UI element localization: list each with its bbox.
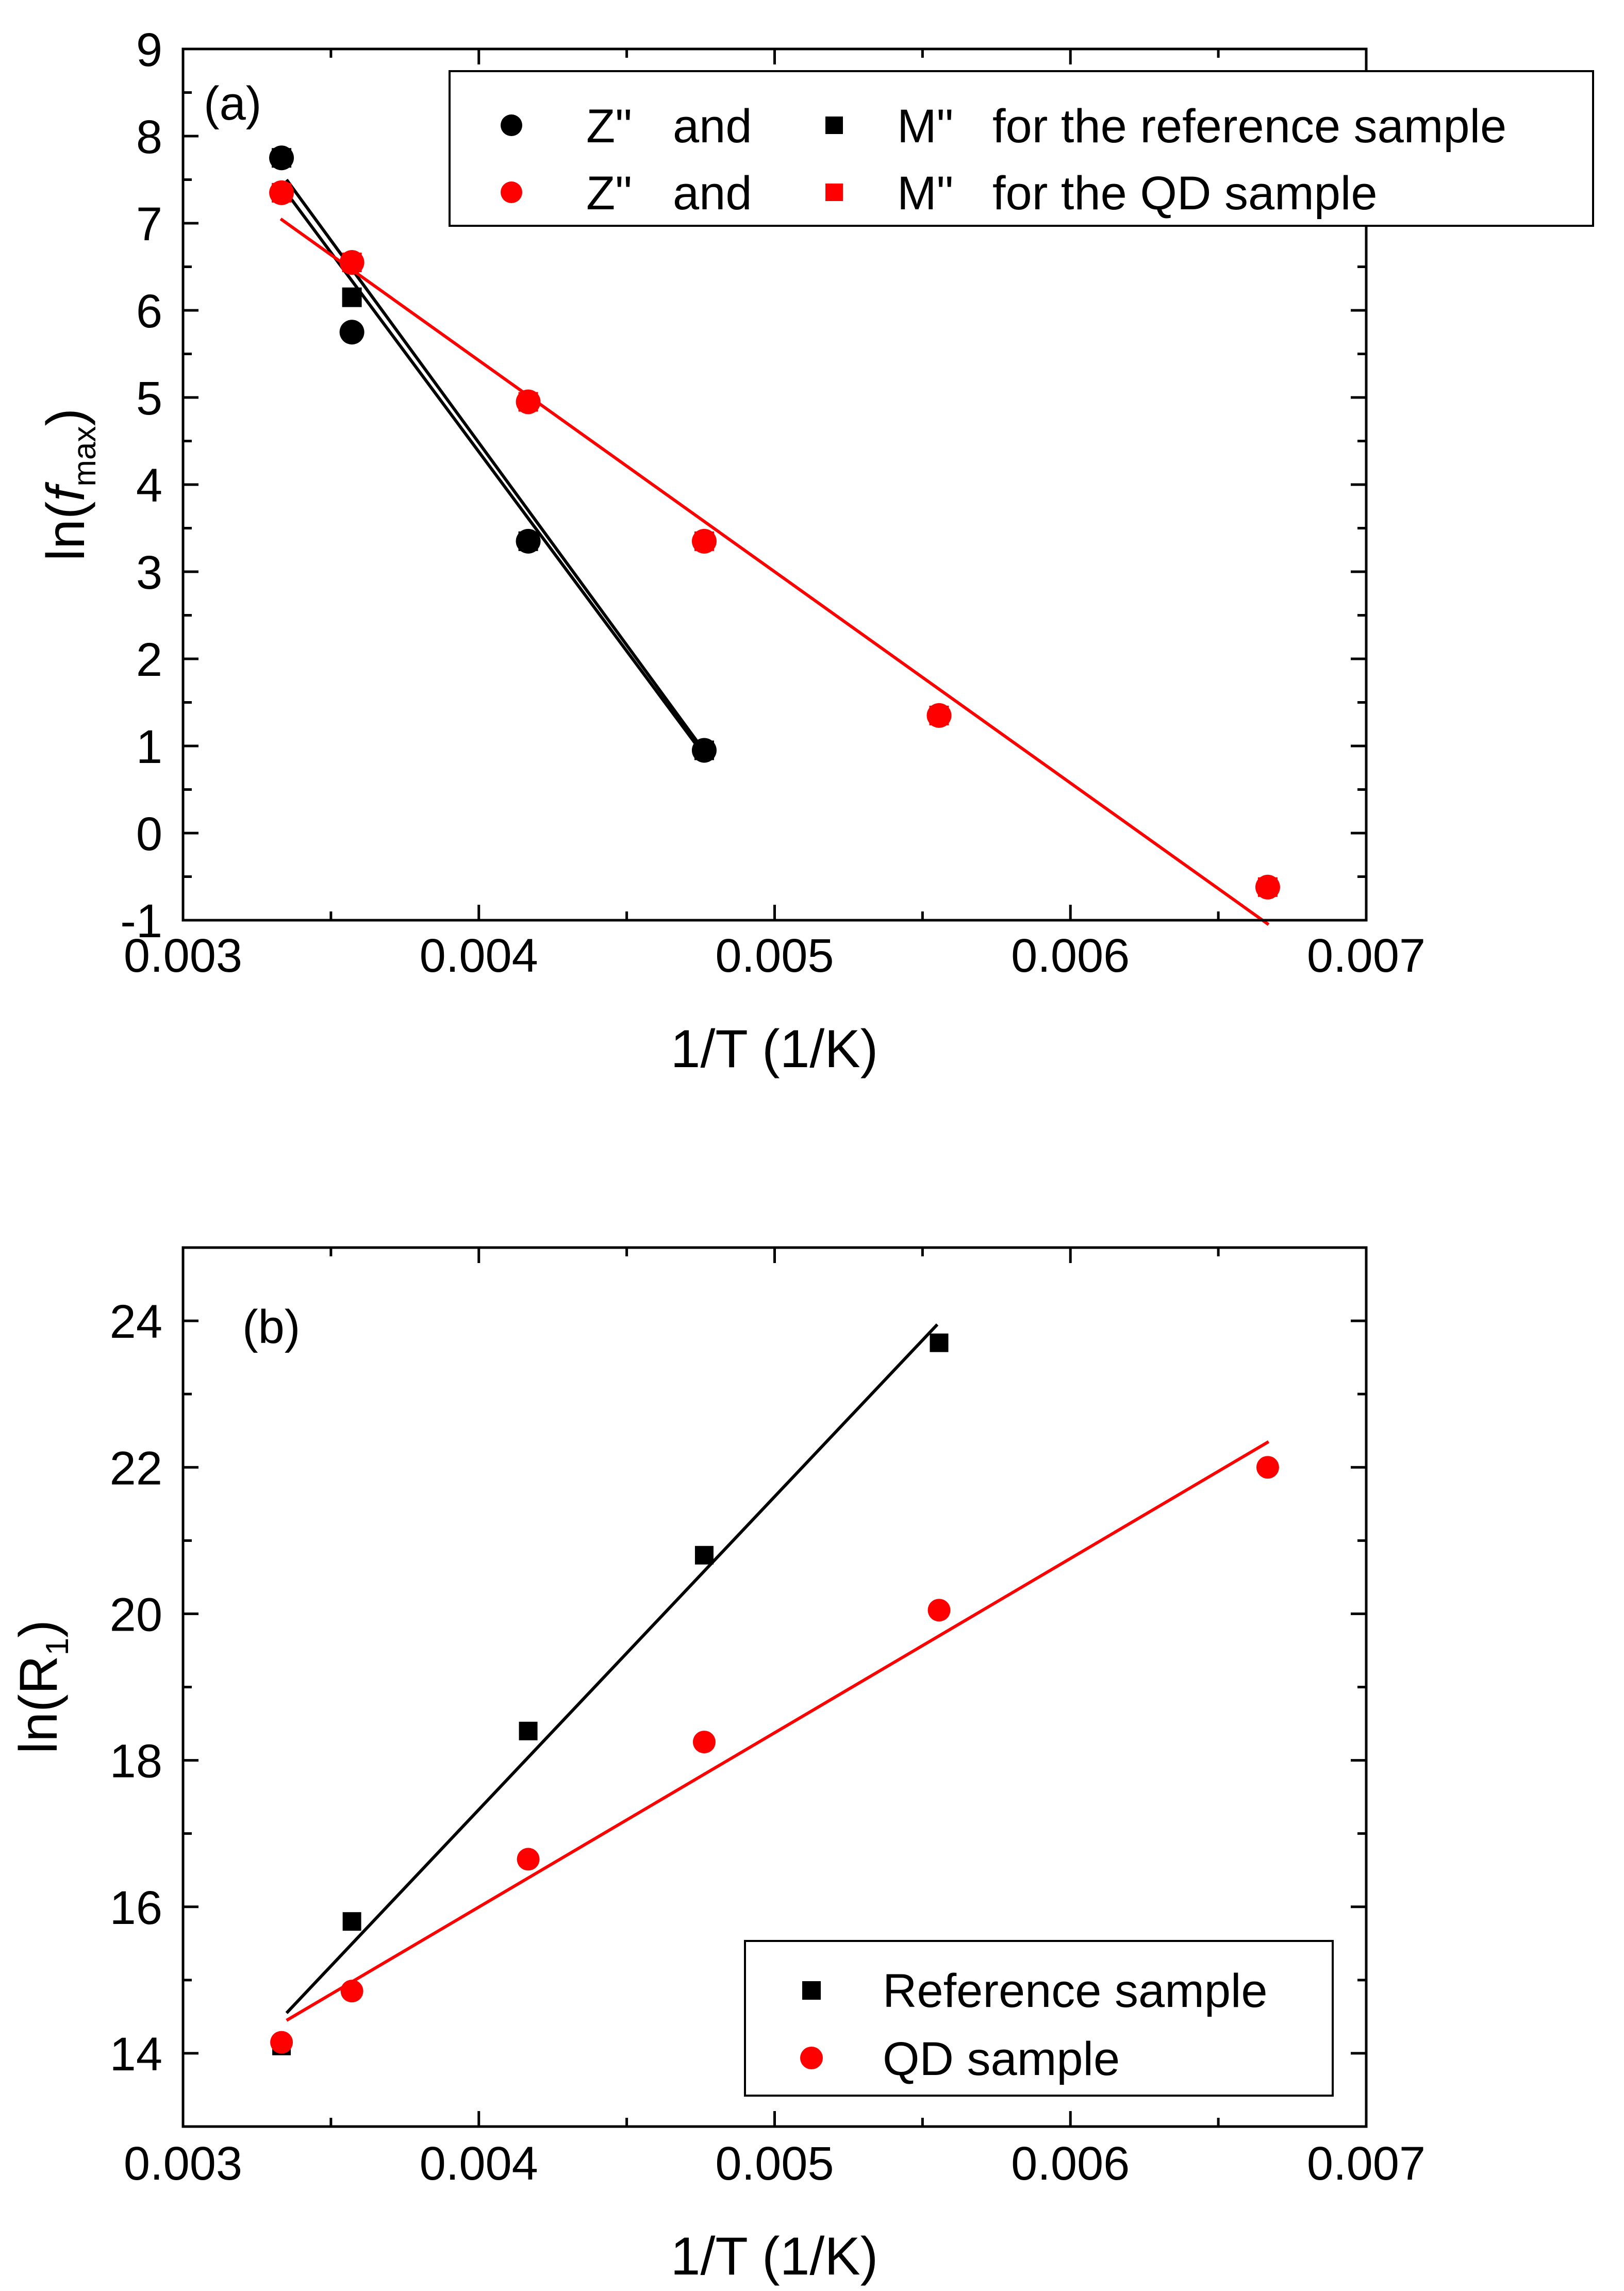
panel-b-y-tick-label: 14 — [110, 2028, 162, 2081]
panel-a-y-title-suffix: ) — [36, 408, 96, 426]
panel-a-fit-line — [279, 218, 1270, 926]
panel-a-point-square — [1257, 877, 1278, 897]
panel-b-y-title-prefix: ln(R — [9, 1655, 69, 1754]
panel-b-y-title-suffix: ) — [9, 1620, 69, 1638]
panel-b-legend-box — [744, 1940, 1334, 2097]
panel-a-y-tick-label: 2 — [136, 634, 162, 686]
panel-a-y-tick-label: 8 — [136, 111, 162, 163]
legend-m-qd-label: M" — [897, 167, 953, 220]
panel-b-point-circle — [517, 1848, 540, 1871]
panel-b-point-square — [930, 1333, 949, 1352]
panel-a-y-tick-label: 4 — [136, 459, 162, 512]
legend-m-reference-label: M" — [897, 100, 953, 153]
panel-a-fit-line — [285, 178, 705, 752]
panel-a-fit-line — [285, 192, 705, 756]
panel-a-plot-frame — [181, 47, 1368, 922]
panel-a-point-square — [929, 705, 949, 725]
panel-b-fit-lines — [285, 1323, 1270, 2022]
panel-b-ticks: 0.003 0.004 0.005 0.006 0.007 14 16 18 20 22 24 — [110, 1248, 1426, 2190]
panel-b-point-square — [694, 1546, 714, 1565]
panel-b-fit-line — [286, 1440, 1270, 2022]
legend-reference-description: for the reference sample — [992, 100, 1506, 153]
panel-b-y-tick-label: 20 — [110, 1588, 162, 1641]
legend-qd-sample-marker — [800, 2047, 823, 2069]
panel-a-x-axis-title: 1/T (1/K) — [671, 1019, 879, 1079]
panel-a-fit-lines — [279, 178, 1270, 926]
panel-a-point-circle — [339, 320, 364, 345]
legend-qd-sample-label: QD sample — [883, 2033, 1120, 2085]
legend-qd-description: for the QD sample — [992, 167, 1378, 220]
panel-a-point-square — [342, 253, 362, 273]
panel-a-y-tick-label: -1 — [120, 895, 162, 948]
panel-b-data-points — [270, 1333, 1279, 2055]
panel-b-x-tick-label: 0.006 — [1011, 2137, 1130, 2190]
panel-a-y-title-sub: max — [67, 426, 103, 487]
panel-b-point-circle — [927, 1599, 951, 1622]
panel-a-point-square — [694, 531, 714, 551]
legend-z-reference-label: Z" — [586, 100, 632, 153]
legend-reference-sample-marker — [802, 1981, 821, 2000]
panel-a-point-square — [694, 740, 714, 760]
panel-b-x-tick-label: 0.004 — [420, 2137, 538, 2190]
panel-a-y-title-prefix: ln( — [36, 501, 96, 561]
panel-b: 0.003 0.004 0.005 0.006 0.007 14 16 18 20 22 24 (b… — [9, 1246, 1426, 2286]
panel-a-point-square — [342, 287, 362, 307]
panel-b-x-axis-title: 1/T (1/K) — [671, 2227, 879, 2286]
panel-a-y-tick-label: 9 — [136, 24, 162, 76]
panel-b-y-tick-label: 18 — [110, 1735, 162, 1788]
panel-b-x-tick-label: 0.005 — [715, 2137, 834, 2190]
panel-a-y-axis-title: ln(fmax) — [36, 408, 103, 561]
panel-a-y-tick-label: 5 — [136, 372, 162, 425]
panel-a-point-square — [518, 392, 538, 412]
panel-a-label: (a) — [204, 77, 261, 130]
legend-reference-sample-label: Reference sample — [883, 1965, 1268, 2017]
panel-b-y-axis-title: ln(R1) — [9, 1620, 75, 1754]
panel-a-point-square — [272, 182, 292, 203]
legend-m-qd-marker — [825, 184, 843, 201]
legend-z-qd-marker — [501, 181, 522, 203]
legend-and-reference: and — [673, 100, 752, 153]
legend-m-reference-marker — [825, 117, 843, 134]
panel-b-y-tick-label: 16 — [110, 1882, 162, 1934]
panel-b-x-tick-label: 0.007 — [1307, 2137, 1426, 2190]
panel-b-y-tick-label: 24 — [110, 1296, 162, 1348]
panel-b-label: (b) — [242, 1301, 300, 1353]
panel-b-x-tick-label: 0.003 — [124, 2137, 242, 2190]
panel-a-x-tick-label: 0.004 — [420, 929, 538, 982]
panel-b-point-circle — [692, 1731, 716, 1754]
panel-a-x-tick-label: 0.005 — [715, 929, 834, 982]
panel-b-point-circle — [340, 1980, 363, 2003]
panel-a-point-square — [518, 531, 538, 551]
panel-b-point-square — [519, 1721, 538, 1740]
panel-a-legend-box — [449, 70, 1594, 227]
panel-b-y-tick-label: 22 — [110, 1442, 162, 1495]
panel-a-point-square — [272, 148, 292, 168]
panel-b-plot-frame — [181, 1246, 1368, 2128]
panel-a-y-tick-label: 1 — [136, 721, 162, 773]
panel-a-y-tick-label: 0 — [136, 808, 162, 860]
panel-a-ticks: 0.003 0.004 0.005 0.006 0.007 -1 0 1 2 3 4 5 6 7 8 9 — [120, 24, 1426, 982]
panel-a-y-tick-label: 7 — [136, 198, 162, 251]
legend-and-qd: and — [673, 167, 752, 220]
panel-a: 0.003 0.004 0.005 0.006 0.007 -1 0 1 2 3 4 5 6 7 8 9 (a… — [36, 24, 1594, 1079]
panel-a-y-tick-label: 3 — [136, 546, 162, 599]
panel-b-legend: Reference sample QD sample — [744, 1940, 1334, 2097]
panel-b-fit-line — [285, 1323, 939, 2014]
panel-a-x-tick-label: 0.006 — [1011, 929, 1130, 982]
panel-a-x-tick-label: 0.007 — [1307, 929, 1426, 982]
legend-z-qd-label: Z" — [586, 167, 632, 220]
panel-a-data-points — [269, 145, 1280, 900]
panel-b-point-circle — [270, 2031, 293, 2054]
panel-a-legend: Z" and M" for the reference sample Z" an… — [449, 70, 1594, 227]
panel-b-point-square — [342, 1912, 361, 1931]
panel-a-x-tick-label: 0.003 — [124, 929, 242, 982]
legend-z-reference-marker — [501, 114, 522, 136]
panel-a-y-tick-label: 6 — [136, 285, 162, 338]
panel-b-point-circle — [1256, 1456, 1279, 1479]
panel-b-y-title-sub: 1 — [40, 1638, 75, 1655]
